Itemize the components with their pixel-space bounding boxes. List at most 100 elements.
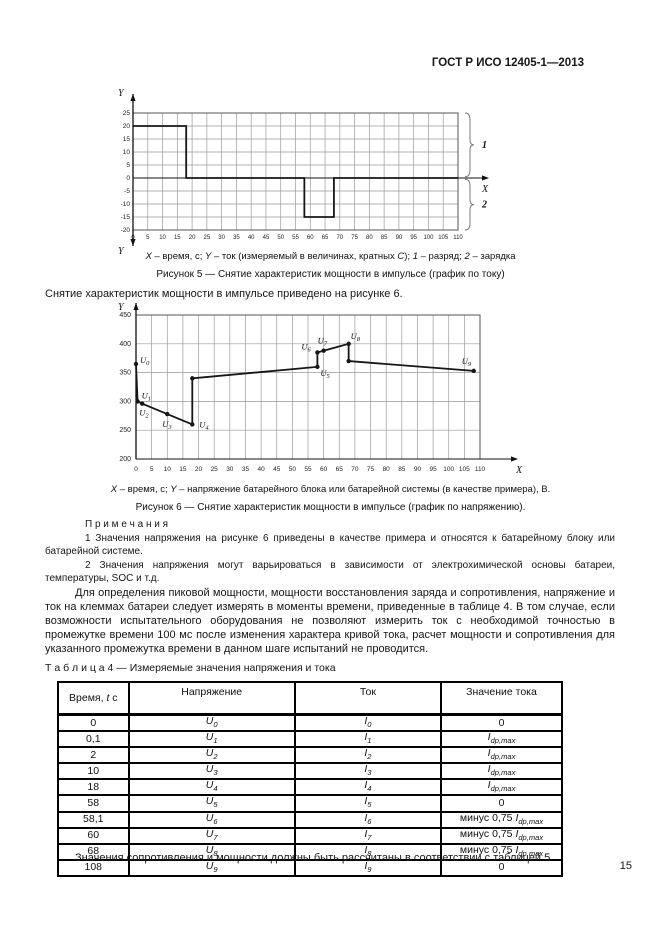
svg-text:20: 20 — [195, 466, 203, 473]
table-cell: U5 — [127, 794, 296, 813]
svg-text:95: 95 — [429, 466, 437, 473]
svg-text:20: 20 — [189, 235, 196, 241]
table-cell: 0 — [440, 858, 563, 877]
table-cell: U9 — [127, 858, 296, 877]
svg-text:40: 40 — [248, 235, 255, 241]
table-row: 0,1 U1 I1 Idp,max — [57, 730, 563, 749]
table-row: 60 U7 I7 минус 0,75 Idp,max — [57, 826, 563, 845]
table-cell: I9 — [293, 858, 443, 877]
document-header: ГОСТ Р ИСО 12405-1—2013 — [431, 57, 584, 69]
svg-text:5: 5 — [126, 162, 130, 169]
table-cell: 0 — [57, 713, 130, 733]
svg-text:75: 75 — [367, 466, 375, 473]
table-body: 0 U0 I0 0 0,1 U1 I1 Idp,max 2 U2 I2 Idp,max 10 U3 I3 Id… — [57, 713, 563, 877]
table-cell: I0 — [293, 713, 443, 733]
svg-text:55: 55 — [304, 466, 312, 473]
svg-text:0: 0 — [134, 466, 138, 473]
svg-text:25: 25 — [204, 235, 211, 241]
svg-text:60: 60 — [307, 235, 314, 241]
svg-text:65: 65 — [322, 235, 329, 241]
svg-text:75: 75 — [351, 235, 358, 241]
column-header: Ток — [293, 681, 443, 716]
svg-text:70: 70 — [336, 235, 343, 241]
svg-text:45: 45 — [273, 466, 281, 473]
table4-title: Т а б л и ц а 4 — Измеряемые значения на… — [45, 662, 336, 674]
table-cell: I3 — [293, 762, 443, 781]
table-row: 58,1 U6 I6 минус 0,75 Idp,max — [57, 810, 563, 829]
svg-text:90: 90 — [396, 235, 403, 241]
svg-text:100: 100 — [423, 235, 434, 241]
table-cell: I2 — [293, 746, 443, 765]
svg-text:110: 110 — [453, 235, 463, 241]
table-cell: I7 — [293, 826, 443, 845]
notes-block: П р и м е ч а н и я 1 Значения напряжени… — [45, 518, 615, 586]
table-cell: I5 — [293, 794, 443, 813]
figure6-voltage-pulse-chart: 0 5 10 15 20 25 30 35 40 45 50 55 60 65 70 75 80 85 90 95 10… — [118, 302, 523, 476]
table-cell: Idp,max — [440, 778, 563, 797]
table-cell: минус 0,75 Idp,max — [440, 826, 563, 845]
table-cell: U7 — [127, 826, 296, 845]
svg-text:35: 35 — [233, 235, 240, 241]
table-cell: Idp,max — [440, 746, 563, 765]
svg-text:25: 25 — [123, 110, 131, 117]
svg-text:X: X — [481, 184, 489, 195]
table-cell: I8 — [293, 842, 443, 861]
table-cell: 0,1 — [57, 730, 130, 749]
paragraph-intro-figure6: Снятие характеристик мощности в импульсе… — [45, 288, 403, 300]
table-cell: минус 0,75 Idp,max — [440, 810, 563, 829]
svg-text:95: 95 — [410, 235, 417, 241]
table-cell: U0 — [127, 713, 296, 733]
table-cell: минус 0,75 Idp,max — [440, 842, 563, 861]
svg-text:450: 450 — [119, 312, 131, 319]
svg-text:5: 5 — [146, 235, 150, 241]
table-cell: 108 — [57, 858, 130, 877]
table-row: 18 U4 I4 Idp,max — [57, 778, 563, 797]
svg-text:U4: U4 — [199, 419, 209, 431]
svg-text:105: 105 — [459, 466, 470, 473]
svg-text:Y: Y — [118, 88, 125, 99]
table-cell: 60 — [57, 826, 130, 845]
svg-text:1: 1 — [482, 140, 487, 151]
svg-text:250: 250 — [119, 427, 131, 434]
svg-text:10: 10 — [164, 466, 172, 473]
svg-text:U2: U2 — [139, 408, 149, 420]
svg-text:350: 350 — [119, 370, 131, 377]
svg-text:100: 100 — [443, 466, 454, 473]
table-row: 108 U9 I9 0 — [57, 858, 563, 877]
svg-text:85: 85 — [398, 466, 406, 473]
svg-text:30: 30 — [226, 466, 234, 473]
svg-text:70: 70 — [351, 466, 359, 473]
page-number: 15 — [619, 860, 632, 872]
svg-text:15: 15 — [179, 466, 187, 473]
svg-text:Y: Y — [118, 246, 125, 256]
figure6-variables-caption: X – время, с; Y – напряжение батарейного… — [110, 484, 551, 495]
svg-text:40: 40 — [257, 466, 265, 473]
table4-measured-values: Время, t с Напряжение Ток Значение тока 0 U0… — [57, 681, 563, 877]
table-row: 0 U0 I0 0 — [57, 713, 563, 733]
svg-text:-15: -15 — [121, 214, 131, 221]
svg-text:45: 45 — [263, 235, 270, 241]
table-cell: U3 — [127, 762, 296, 781]
table-row: 2 U2 I2 Idp,max — [57, 746, 563, 765]
svg-text:-20: -20 — [121, 227, 131, 234]
table-row: 10 U3 I3 Idp,max — [57, 762, 563, 781]
paragraph-measurement-rules: Для определения пиковой мощности, мощнос… — [45, 587, 615, 655]
svg-text:U3: U3 — [162, 419, 172, 431]
svg-text:Y: Y — [118, 302, 125, 313]
table-cell: U8 — [127, 842, 296, 861]
svg-text:50: 50 — [289, 466, 297, 473]
svg-text:20: 20 — [123, 123, 131, 130]
svg-text:110: 110 — [475, 466, 486, 473]
column-header: Значение тока — [440, 681, 563, 716]
note-2: 2 Значения напряжения могут варьироватьс… — [45, 559, 615, 585]
figure5-current-pulse-chart: 0510152025303540455055606570758085909510… — [118, 88, 489, 256]
svg-text:U0: U0 — [140, 355, 150, 367]
svg-text:X: X — [515, 465, 523, 476]
svg-text:15: 15 — [174, 235, 181, 241]
table-cell: I6 — [293, 810, 443, 829]
table-cell: 10 — [57, 762, 130, 781]
table-cell: 18 — [57, 778, 130, 797]
svg-text:50: 50 — [277, 235, 284, 241]
note-1: 1 Значения напряжения на рисунке 6 приве… — [45, 532, 615, 558]
